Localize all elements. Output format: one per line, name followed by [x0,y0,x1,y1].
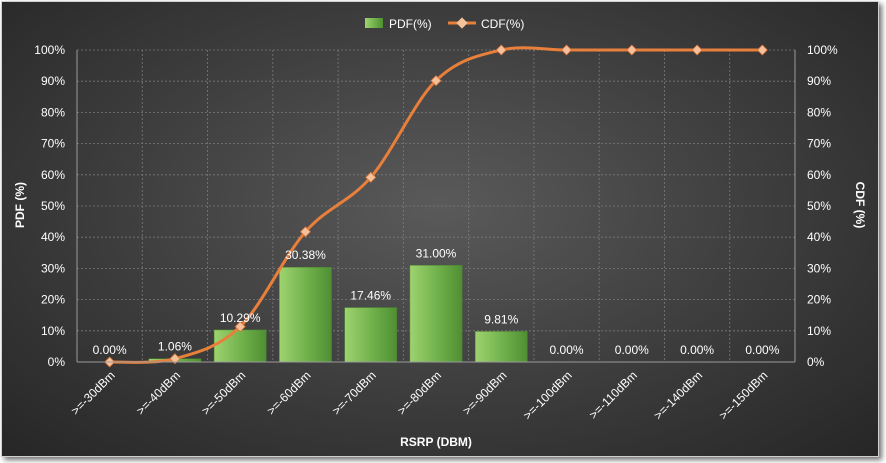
x-tick-label: >=-100dBm [520,368,574,422]
y-tick-label: 20% [41,293,65,307]
pdf-data-label: 0.00% [93,343,127,357]
cdf-point [626,44,638,56]
pdf-data-label: 0.00% [550,343,584,357]
pdf-data-label: 17.46% [350,289,391,303]
cdf-series-line [109,46,763,364]
legend-pdf-label: PDF(%) [389,17,432,31]
x-tick-label: >=-40dBm [133,368,183,418]
y-tick-label: 40% [41,230,65,244]
y-tick-label: 80% [41,105,65,119]
pdf-data-label: 1.06% [158,340,192,354]
pdf-data-label: 0.00% [615,343,649,357]
x-tick-label: >=-90dBm [460,368,510,418]
x-axis-title: RSRP (DBM) [400,435,472,449]
pdf-data-label: 0.00% [745,343,779,357]
legend-cdf-label: CDF(%) [481,17,524,31]
pdf-bars [148,265,528,363]
y2-tick-label: 80% [807,105,831,119]
y2-tick-label: 50% [807,199,831,213]
x-tick-label: >=-80dBm [395,368,445,418]
y-tick-label: 0% [48,355,66,369]
pdf-data-label: 31.00% [416,246,457,260]
y2-tick-label: 0% [807,355,825,369]
cdf-point [365,171,377,183]
x-tick-label: >=-70dBm [329,368,379,418]
y2-tick-label: 90% [807,74,831,88]
y-tick-label: 60% [41,168,65,182]
pdf-data-label: 9.81% [484,312,518,326]
data-labels: 0.00% 1.06% 10.29% 30.38% 17.46% 31.00% 9.81% 0… [93,246,780,357]
legend: PDF(%) CDF(%) [365,17,524,31]
cdf-point [691,44,703,56]
legend-cdf-marker [456,17,468,29]
y-tick-label: 10% [41,324,65,338]
pdf-bar [213,329,267,363]
x-tick-label: >=-150dBm [716,368,770,422]
pdf-bar [344,307,398,363]
y-tick-label: 30% [41,261,65,275]
pdf-data-label: 0.00% [680,343,714,357]
cdf-point [495,44,507,56]
pdf-bar [474,331,528,363]
pdf-bar [279,266,332,363]
x-tick-label: >=-50dBm [199,368,249,418]
cdf-point [299,226,311,238]
y2-axis-title: CDF (%) [853,182,867,229]
y2-tick-label: 20% [807,293,831,307]
y2-tick-label: 30% [807,261,831,275]
y2-tick-label: 70% [807,137,831,151]
y2-tick-label: 60% [807,168,831,182]
y-axis-title: PDF (%) [13,182,27,228]
cdf-point [756,44,768,56]
x-tick-label: >=-110dBm [586,368,640,422]
axes: 0% 0% 10% 10% 20% 20% 30% 30% 40% 40% 50% 50% 60% 60%… [34,43,838,422]
legend-pdf-swatch [365,18,383,28]
y-tick-label: 100% [34,43,65,57]
y2-tick-label: 40% [807,230,831,244]
y2-tick-label: 100% [807,43,838,57]
y2-tick-label: 10% [807,324,831,338]
x-tick-label: >=-60dBm [264,368,314,418]
pdf-bar [409,265,463,363]
x-tick-label: >=-30dBm [68,368,118,418]
cdf-point [430,75,442,87]
y-tick-label: 90% [41,74,65,88]
x-tick-label: >=-140dBm [651,368,705,422]
pdf-data-label: 30.38% [285,248,326,262]
y-tick-label: 70% [41,137,65,151]
cdf-point [169,353,181,365]
y-tick-label: 50% [41,199,65,213]
pdf-data-label: 10.29% [220,311,261,325]
cdf-point [234,321,246,333]
cdf-point [561,44,573,56]
